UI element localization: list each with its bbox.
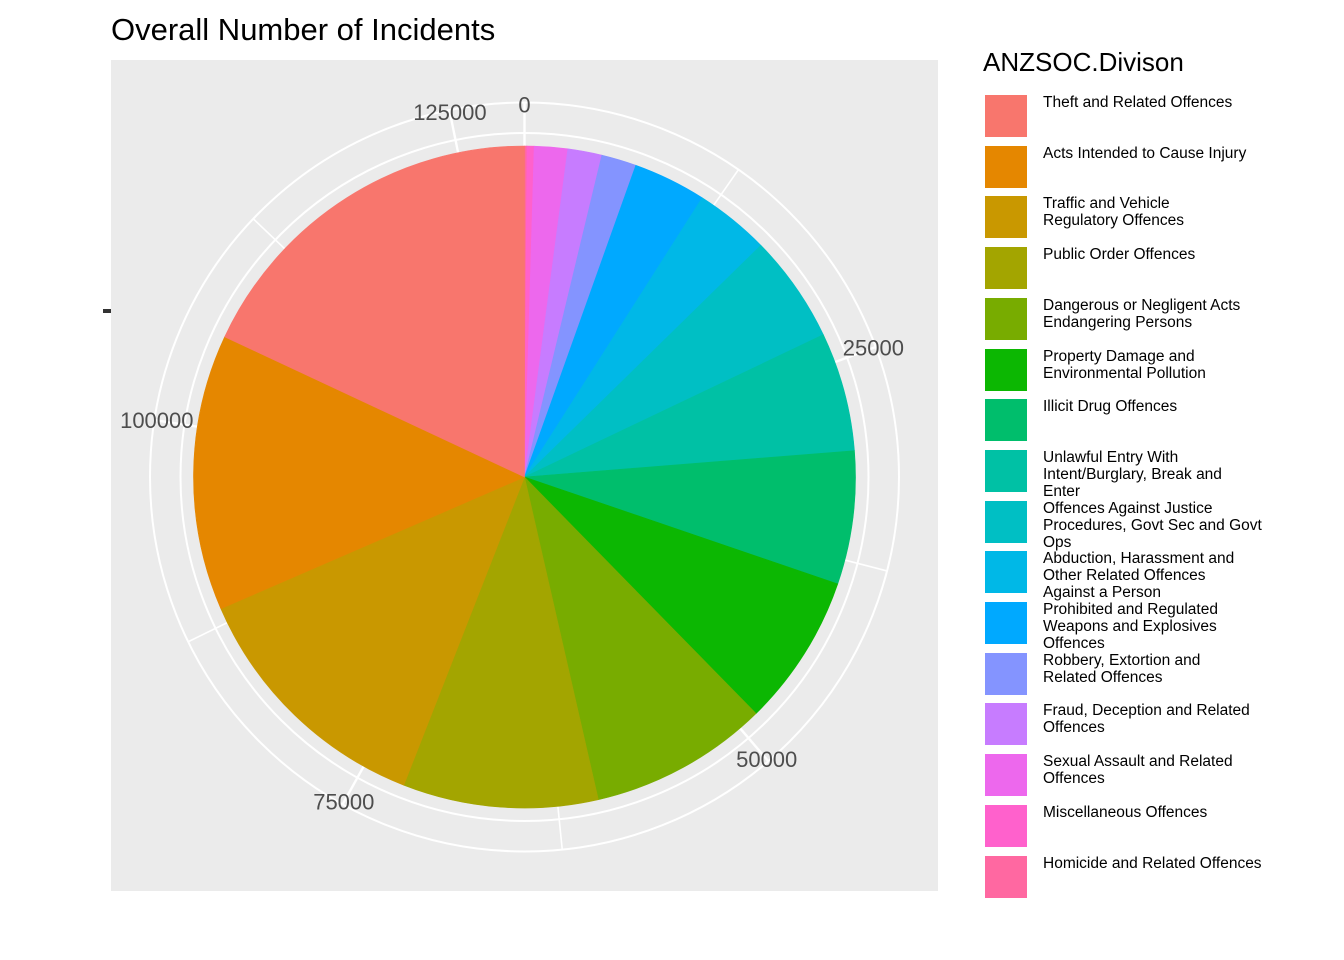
- radial-axis-tick: [103, 309, 111, 313]
- legend-key-swatch: [985, 652, 1027, 695]
- legend-key-swatch: [985, 551, 1027, 594]
- major-radial-gridline: [448, 109, 460, 153]
- minor-radial-gridline: [252, 218, 286, 250]
- legend-key-swatch: [985, 602, 1027, 644]
- theta-axis-label: 75000: [313, 790, 374, 815]
- theta-axis-label: 100000: [120, 408, 193, 433]
- legend-title: ANZSOC.Divison: [983, 47, 1184, 77]
- legend-row: Acts Intended to Cause Injury: [983, 144, 1313, 189]
- theta-axis-label: 25000: [843, 335, 904, 360]
- legend-row: Prohibited and Regulated Weapons and Exp…: [983, 601, 1313, 652]
- legend-key-swatch: [985, 500, 1027, 543]
- legend-row: Offences Against Justice Procedures, Gov…: [983, 500, 1313, 551]
- legend-label: Acts Intended to Cause Injury: [1043, 144, 1247, 162]
- legend-key-swatch: [985, 297, 1027, 340]
- legend-label: Homicide and Related Offences: [1043, 854, 1262, 872]
- legend-label: Illicit Drug Offences: [1043, 398, 1178, 416]
- legend-key-swatch: [985, 855, 1027, 898]
- legend-row: Robbery, Extortion and Related Offences: [983, 651, 1313, 696]
- legend-key-swatch: [985, 145, 1027, 188]
- legend-row: Sexual Assault and Related Offences: [983, 753, 1313, 797]
- theta-axis-label: 125000: [413, 100, 486, 125]
- legend-key-swatch: [985, 754, 1027, 797]
- legend-row: Abduction, Harassment and Other Related …: [983, 550, 1313, 601]
- pie-slice: [524, 476, 839, 714]
- legend-label: Property Damage and Environmental Pollut…: [1043, 347, 1206, 382]
- legend-row: Miscellaneous Offences: [983, 803, 1313, 848]
- theta-axis-label: 0: [518, 93, 530, 118]
- legend-label: Sexual Assault and Related Offences: [1043, 753, 1233, 788]
- legend-key-swatch: [985, 348, 1027, 391]
- legend-row: Dangerous or Negligent Acts Endangering …: [983, 296, 1313, 341]
- major-radial-gridline: [341, 765, 365, 805]
- legend-label: Theft and Related Offences: [1043, 94, 1233, 111]
- minor-radial-gridline: [712, 169, 740, 206]
- minor-radial-gridline: [187, 621, 228, 643]
- legend-row: Property Damage and Environmental Pollut…: [983, 347, 1313, 392]
- legend-row: Illicit Drug Offences: [983, 398, 1313, 442]
- legend: ANZSOC.Divison Theft and Related Offence…: [983, 47, 1313, 927]
- legend-label: Fraud, Deception and Related Offences: [1043, 702, 1250, 737]
- pie-slice: [403, 475, 599, 809]
- pie-slice: [523, 476, 757, 801]
- pie-slice: [193, 336, 526, 610]
- legend-key-swatch: [985, 95, 1027, 137]
- minor-radial-gridline: [844, 559, 888, 572]
- major-radial-gridline: [834, 345, 877, 364]
- legend-key-swatch: [985, 247, 1027, 290]
- legend-row: Traffic and Vehicle Regulatory Offences: [983, 195, 1313, 239]
- legend-key-swatch: [985, 449, 1027, 492]
- legend-label: Public Order Offences: [1043, 246, 1196, 264]
- legend-row: Homicide and Related Offences: [983, 854, 1313, 899]
- legend-label: Prohibited and Regulated Weapons and Exp…: [1043, 601, 1218, 652]
- legend-row: Theft and Related Offences: [983, 94, 1313, 138]
- plot-title: Overall Number of Incidents: [111, 12, 496, 47]
- major-radial-gridline: [154, 418, 198, 428]
- legend-key-swatch: [985, 196, 1027, 239]
- legend-label: Offences Against Justice Procedures, Gov…: [1043, 499, 1262, 551]
- pie-slice: [224, 145, 525, 478]
- legend-row: Unlawful Entry With Intent/Burglary, Bre…: [983, 449, 1313, 500]
- legend-label: Abduction, Harassment and Other Related …: [1043, 550, 1235, 602]
- legend-label: Dangerous or Negligent Acts Endangering …: [1043, 296, 1241, 331]
- legend-row: Public Order Offences: [983, 246, 1313, 290]
- minor-radial-gridline: [557, 806, 564, 850]
- legend-label: Robbery, Extortion and Related Offences: [1043, 651, 1201, 686]
- legend-key-swatch: [985, 703, 1027, 746]
- pie-slice: [524, 450, 856, 585]
- legend-label: Miscellaneous Offences: [1043, 803, 1208, 821]
- legend-label: Unlawful Entry With Intent/Burglary, Bre…: [1043, 448, 1222, 500]
- pie-slice: [220, 476, 526, 786]
- legend-key-swatch: [985, 399, 1027, 442]
- theta-axis-label: 50000: [736, 747, 797, 772]
- major-radial-gridline: [739, 727, 770, 763]
- legend-row: Fraud, Deception and Related Offences: [983, 702, 1313, 746]
- legend-key-swatch: [985, 804, 1027, 847]
- pie-chart-panel: 0 25000 50000 75000 100000 125000: [111, 60, 938, 891]
- legend-label: Traffic and Vehicle Regulatory Offences: [1043, 195, 1185, 230]
